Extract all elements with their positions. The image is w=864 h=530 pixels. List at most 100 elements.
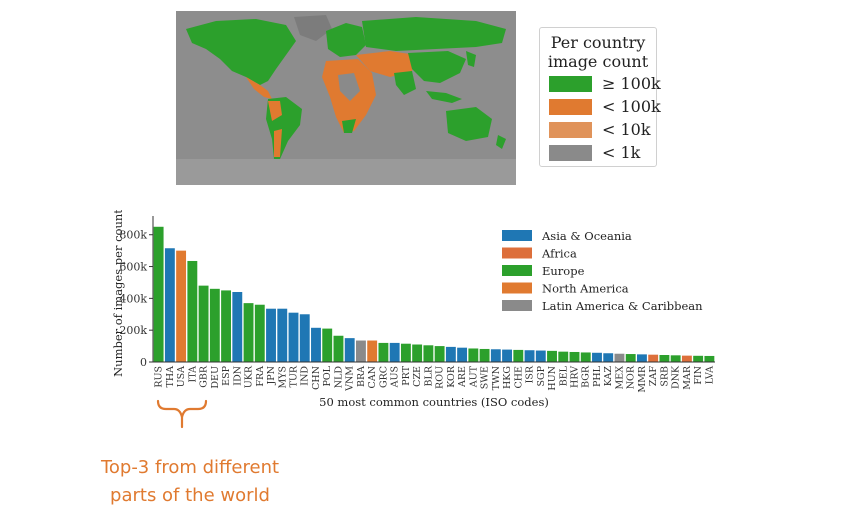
bar-mmr (636, 354, 647, 362)
bar-mar (681, 355, 692, 362)
x-tick-label: IDN (232, 366, 243, 386)
x-axis-label: 50 most common countries (ISO codes) (319, 395, 549, 409)
legend-swatch (502, 230, 532, 241)
bar-kor (445, 346, 456, 362)
legend-swatch (502, 282, 532, 294)
y-tick-label: 0 (140, 356, 147, 369)
europe (326, 23, 366, 57)
x-tick-label: ARE (457, 366, 468, 388)
bar-chart: 0 200k 400k 600k 800k RUS THA USA ITA GBR DEU ESP I… (100, 197, 740, 415)
x-tick-label: HKG (502, 366, 513, 389)
legend-label: Asia & Oceania (541, 229, 632, 243)
bar-nor (625, 354, 636, 362)
x-tick-label: AUT (468, 365, 479, 388)
x-tick-label: VNM (345, 366, 356, 392)
x-tick-label: MEX (614, 366, 625, 390)
bar-zaf (648, 354, 659, 362)
bar-mys (277, 308, 288, 362)
bar-hrv (569, 351, 580, 362)
x-tick-label: PRT (401, 365, 412, 385)
bar-bgr (580, 352, 591, 362)
x-tick-label: SRB (659, 366, 670, 387)
map-legend-title-line2: image count (547, 52, 649, 71)
bar-che (513, 349, 524, 362)
x-tick-label: MMR (637, 365, 648, 392)
map-legend-swatch (549, 75, 592, 92)
map-legend-title-line1: Per country (550, 33, 646, 52)
annotation-line2: parts of the world (110, 485, 270, 506)
bar-hkg (502, 349, 513, 362)
x-tick-label: MYS (277, 366, 288, 389)
bar-esp (221, 290, 232, 362)
bar-phl (592, 352, 602, 362)
bar-nld (333, 335, 344, 362)
y-tick-label: 800k (119, 229, 147, 242)
bar-kaz (603, 353, 614, 362)
map-legend-label: < 100k (602, 97, 661, 116)
legend-label: Africa (541, 247, 577, 261)
south-america-west (274, 129, 282, 157)
legend-swatch (502, 247, 532, 259)
legend-swatch (502, 265, 532, 276)
bar-blr (423, 345, 434, 362)
x-tick-label: USA (176, 366, 187, 388)
map-legend-swatch (549, 121, 592, 138)
bars-group (153, 226, 715, 362)
bar-swe (479, 348, 490, 362)
bar-rus (153, 226, 164, 362)
bar-hun (547, 350, 557, 362)
y-tick-label: 400k (119, 292, 147, 305)
chart-legend: Asia & Oceania Africa Europe North America L… (502, 229, 703, 313)
x-tick-label: BLR (423, 365, 434, 386)
bar-ita (187, 260, 198, 362)
greenland (294, 15, 332, 41)
x-tick-label: ZAF (648, 366, 659, 386)
antarctica (176, 159, 516, 185)
x-tick-label: RUS (154, 366, 165, 388)
brace-icon (156, 399, 208, 429)
x-tick-label: TUR (289, 365, 300, 387)
x-tick-label: DEU (210, 366, 221, 389)
x-tick-label: LVA (704, 366, 715, 384)
bar-prt (400, 343, 411, 362)
x-tick-label: HUN (547, 366, 558, 391)
bar-ind (299, 314, 310, 362)
new-zealand (496, 135, 506, 149)
bar-aut (468, 348, 479, 362)
central-america (246, 77, 272, 99)
australia (446, 107, 492, 141)
x-tick-label: ITA (187, 366, 198, 383)
world-map-svg (176, 11, 516, 185)
south-africa (342, 119, 356, 133)
x-tick-label: FIN (693, 366, 704, 385)
x-tick-label: SWE (480, 366, 491, 389)
legend-label: North America (542, 282, 629, 296)
map-legend-item: < 100k (549, 97, 661, 116)
bar-gbr (198, 285, 209, 362)
bar-aus (389, 342, 400, 362)
bar-idn (232, 292, 243, 362)
bar-jpn (266, 308, 276, 362)
bar-rou (434, 346, 445, 362)
bar-deu (209, 288, 220, 362)
map-legend-swatch (549, 144, 592, 161)
x-tick-label: ISR (525, 365, 536, 383)
y-tick-label: 600k (119, 261, 147, 274)
map-legend-label: ≥ 100k (602, 74, 661, 93)
bar-can (367, 340, 378, 362)
top3-annotation: Top-3 from different parts of the world (60, 395, 310, 515)
bar-usa (176, 250, 187, 362)
x-tick-label: AUS (390, 366, 401, 388)
bar-mex (614, 353, 625, 362)
africa-central (338, 73, 360, 101)
x-tick-label: POL (322, 365, 333, 386)
bar-isr (524, 350, 535, 362)
north-america (186, 19, 296, 85)
bar-pol (322, 328, 333, 362)
x-tick-label: CAN (367, 366, 378, 388)
x-tick-label: CHE (513, 366, 524, 389)
x-tick-label: SGP (536, 365, 547, 386)
x-tick-label: JPN (266, 366, 277, 386)
middle-east (356, 51, 416, 77)
